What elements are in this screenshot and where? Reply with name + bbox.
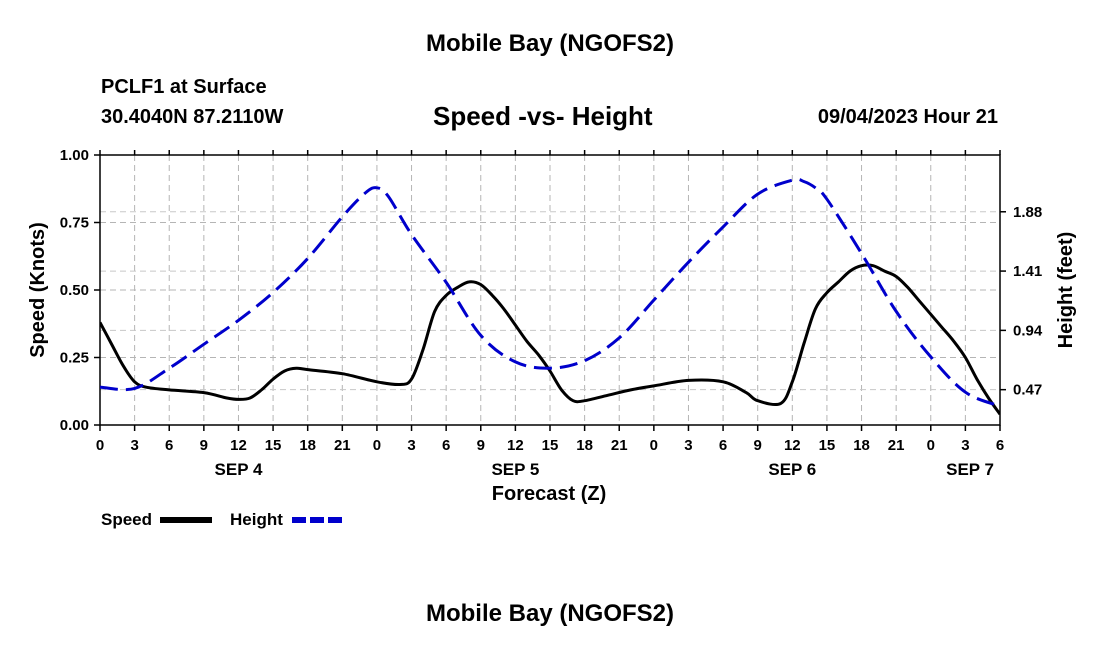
y2-tick-label: 1.88 (1013, 204, 1042, 221)
y-tick-label: 1.00 (60, 147, 89, 164)
x-tick-label: 21 (888, 437, 905, 454)
y-tick-label: 0.25 (60, 350, 89, 367)
series-line-speed (100, 263, 1000, 416)
x-tick-label: 12 (784, 437, 801, 454)
forecast-datetime: 09/04/2023 Hour 21 (817, 106, 998, 128)
tick-labels: 0 3 6 9 12 15 18 21 0 3 6 9 12 15 18 21 0 3 6 9 12 15 18 21 0 3 6 0… (60, 147, 1043, 479)
x-tick-label: 18 (299, 437, 316, 454)
x-tick-label: 15 (542, 437, 559, 454)
station-label: PCLF1 at Surface (101, 76, 267, 98)
y2-tick-label: 1.41 (1013, 263, 1042, 280)
station-coordinates: 30.4040N 87.2110W (101, 106, 284, 128)
x-tick-label: 18 (853, 437, 870, 454)
axis-ticks (94, 150, 1006, 431)
y-tick-label: 0.00 (60, 417, 89, 434)
y-tick-label: 0.75 (60, 215, 89, 232)
x-tick-label: 15 (265, 437, 282, 454)
series-lines (100, 177, 1000, 416)
x-tick-label: 21 (334, 437, 351, 454)
secondary-chart-title: Mobile Bay (NGOFS2) (425, 600, 675, 627)
x-tick-label: 3 (961, 437, 969, 454)
chart-subtitle: Speed -vs- Height (433, 101, 653, 131)
x-tick-label: 9 (200, 437, 208, 454)
x-tick-label: 6 (996, 437, 1004, 454)
day-label: SEP 7 (946, 460, 994, 479)
legend: Speed Height (101, 510, 342, 529)
x-tick-label: 12 (507, 437, 524, 454)
day-label: SEP 4 (215, 460, 263, 479)
x-tick-label: 6 (719, 437, 727, 454)
legend-label-speed: Speed (101, 510, 152, 529)
x-tick-label: 0 (927, 437, 935, 454)
x-tick-label: 15 (819, 437, 836, 454)
x-tick-label: 0 (96, 437, 104, 454)
speed-height-chart: 0 3 6 9 12 15 18 21 0 3 6 9 12 15 18 21 0 3 6 9 12 15 18 21 0 3 6 0… (27, 147, 1077, 529)
x-tick-label: 18 (576, 437, 593, 454)
y2-axis-label: Height (feet) (1055, 232, 1077, 349)
x-tick-label: 3 (684, 437, 692, 454)
x-tick-label: 0 (650, 437, 658, 454)
x-axis-label: Forecast (Z) (492, 483, 606, 505)
x-tick-label: 12 (230, 437, 247, 454)
x-tick-label: 21 (611, 437, 628, 454)
x-tick-label: 0 (373, 437, 381, 454)
x-tick-label: 3 (130, 437, 138, 454)
y-axis-label: Speed (Knots) (27, 222, 49, 358)
x-tick-label: 6 (165, 437, 173, 454)
grid (99, 154, 1001, 426)
chart-main-title: Mobile Bay (NGOFS2) (425, 30, 675, 57)
y2-tick-label: 0.94 (1013, 322, 1043, 339)
x-tick-label: 9 (754, 437, 762, 454)
y-tick-label: 0.50 (60, 282, 89, 299)
day-label: SEP 5 (491, 460, 539, 479)
x-tick-label: 3 (407, 437, 415, 454)
day-label: SEP 6 (768, 460, 816, 479)
legend-label-height: Height (230, 510, 283, 529)
x-tick-label: 6 (442, 437, 450, 454)
y2-tick-label: 0.47 (1013, 382, 1042, 399)
x-tick-label: 9 (477, 437, 485, 454)
series-line-height (100, 177, 1000, 408)
